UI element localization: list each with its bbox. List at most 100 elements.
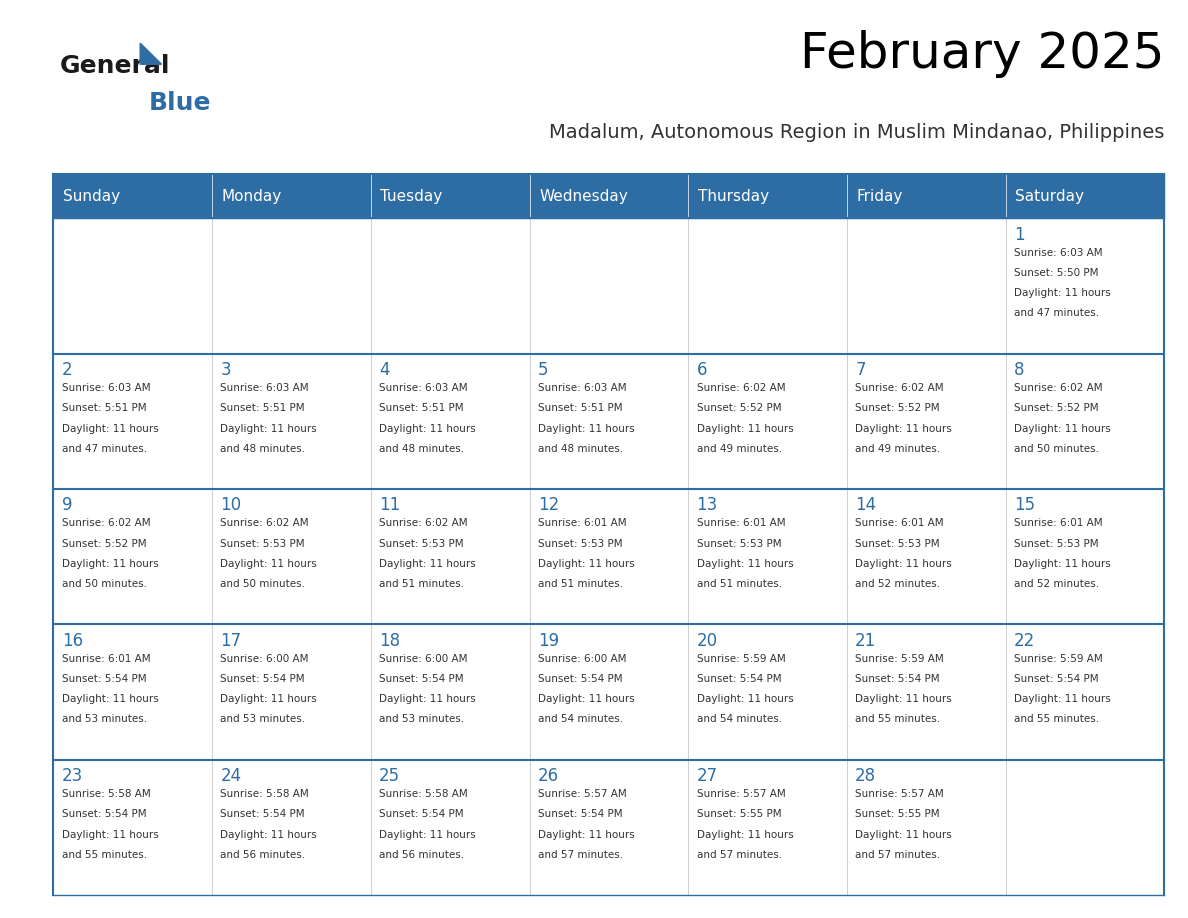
Text: 4: 4 bbox=[379, 361, 390, 379]
Text: Sunset: 5:54 PM: Sunset: 5:54 PM bbox=[855, 674, 940, 684]
Text: Sunrise: 5:57 AM: Sunrise: 5:57 AM bbox=[538, 789, 626, 799]
Text: 1: 1 bbox=[1013, 226, 1024, 244]
Text: Daylight: 11 hours: Daylight: 11 hours bbox=[855, 559, 952, 569]
Text: Daylight: 11 hours: Daylight: 11 hours bbox=[62, 694, 158, 704]
Text: 19: 19 bbox=[538, 632, 558, 650]
Text: and 57 minutes.: and 57 minutes. bbox=[696, 850, 782, 859]
FancyBboxPatch shape bbox=[688, 624, 847, 760]
Text: 23: 23 bbox=[62, 767, 83, 785]
Text: Sunrise: 6:03 AM: Sunrise: 6:03 AM bbox=[1013, 248, 1102, 258]
Text: 13: 13 bbox=[696, 497, 718, 514]
Text: Sunrise: 6:02 AM: Sunrise: 6:02 AM bbox=[696, 383, 785, 393]
FancyBboxPatch shape bbox=[530, 624, 688, 760]
Text: and 49 minutes.: and 49 minutes. bbox=[696, 443, 782, 453]
Text: Tuesday: Tuesday bbox=[380, 189, 443, 204]
Text: Sunset: 5:55 PM: Sunset: 5:55 PM bbox=[696, 810, 782, 819]
Text: Sunset: 5:54 PM: Sunset: 5:54 PM bbox=[62, 810, 146, 819]
Text: Sunset: 5:54 PM: Sunset: 5:54 PM bbox=[62, 674, 146, 684]
Text: Sunrise: 6:01 AM: Sunrise: 6:01 AM bbox=[62, 654, 151, 664]
FancyBboxPatch shape bbox=[530, 353, 688, 489]
Text: Sunrise: 6:03 AM: Sunrise: 6:03 AM bbox=[379, 383, 468, 393]
Text: and 52 minutes.: and 52 minutes. bbox=[1013, 579, 1099, 589]
Text: Sunset: 5:54 PM: Sunset: 5:54 PM bbox=[379, 674, 463, 684]
Text: and 51 minutes.: and 51 minutes. bbox=[696, 579, 782, 589]
FancyBboxPatch shape bbox=[371, 218, 530, 353]
Text: 21: 21 bbox=[855, 632, 877, 650]
FancyBboxPatch shape bbox=[213, 489, 371, 624]
Text: Sunset: 5:51 PM: Sunset: 5:51 PM bbox=[379, 403, 463, 413]
Text: 26: 26 bbox=[538, 767, 558, 785]
Text: Daylight: 11 hours: Daylight: 11 hours bbox=[379, 694, 476, 704]
Text: Daylight: 11 hours: Daylight: 11 hours bbox=[1013, 559, 1111, 569]
FancyBboxPatch shape bbox=[1005, 624, 1164, 760]
Text: Daylight: 11 hours: Daylight: 11 hours bbox=[855, 694, 952, 704]
Text: Sunrise: 6:00 AM: Sunrise: 6:00 AM bbox=[221, 654, 309, 664]
Text: Daylight: 11 hours: Daylight: 11 hours bbox=[855, 830, 952, 839]
FancyBboxPatch shape bbox=[847, 624, 1005, 760]
Text: Thursday: Thursday bbox=[697, 189, 769, 204]
FancyBboxPatch shape bbox=[530, 760, 688, 895]
Text: Daylight: 11 hours: Daylight: 11 hours bbox=[855, 423, 952, 433]
FancyBboxPatch shape bbox=[53, 174, 213, 218]
Text: Sunrise: 6:03 AM: Sunrise: 6:03 AM bbox=[221, 383, 309, 393]
Text: and 53 minutes.: and 53 minutes. bbox=[62, 714, 147, 724]
Text: Sunset: 5:54 PM: Sunset: 5:54 PM bbox=[696, 674, 782, 684]
Text: Sunset: 5:52 PM: Sunset: 5:52 PM bbox=[62, 539, 146, 549]
Text: and 55 minutes.: and 55 minutes. bbox=[62, 850, 147, 859]
FancyBboxPatch shape bbox=[53, 489, 213, 624]
Text: Sunset: 5:50 PM: Sunset: 5:50 PM bbox=[1013, 268, 1099, 278]
FancyBboxPatch shape bbox=[213, 218, 371, 353]
Text: and 51 minutes.: and 51 minutes. bbox=[379, 579, 465, 589]
Text: Sunday: Sunday bbox=[63, 189, 120, 204]
Text: Wednesday: Wednesday bbox=[539, 189, 627, 204]
Text: Sunset: 5:54 PM: Sunset: 5:54 PM bbox=[538, 674, 623, 684]
Text: Sunset: 5:53 PM: Sunset: 5:53 PM bbox=[855, 539, 940, 549]
FancyBboxPatch shape bbox=[530, 174, 688, 218]
Text: Daylight: 11 hours: Daylight: 11 hours bbox=[221, 559, 317, 569]
Text: 11: 11 bbox=[379, 497, 400, 514]
Text: and 57 minutes.: and 57 minutes. bbox=[855, 850, 941, 859]
Text: Sunset: 5:53 PM: Sunset: 5:53 PM bbox=[1013, 539, 1099, 549]
Text: Sunrise: 6:02 AM: Sunrise: 6:02 AM bbox=[1013, 383, 1102, 393]
Text: and 50 minutes.: and 50 minutes. bbox=[62, 579, 147, 589]
Text: Saturday: Saturday bbox=[1015, 189, 1085, 204]
FancyBboxPatch shape bbox=[371, 174, 530, 218]
Text: Sunset: 5:52 PM: Sunset: 5:52 PM bbox=[1013, 403, 1099, 413]
Text: Sunrise: 5:57 AM: Sunrise: 5:57 AM bbox=[855, 789, 944, 799]
Text: Daylight: 11 hours: Daylight: 11 hours bbox=[696, 423, 794, 433]
Text: 22: 22 bbox=[1013, 632, 1035, 650]
FancyBboxPatch shape bbox=[688, 489, 847, 624]
Text: 12: 12 bbox=[538, 497, 560, 514]
Text: and 53 minutes.: and 53 minutes. bbox=[221, 714, 305, 724]
Text: and 47 minutes.: and 47 minutes. bbox=[1013, 308, 1099, 319]
Text: and 54 minutes.: and 54 minutes. bbox=[538, 714, 623, 724]
Text: February 2025: February 2025 bbox=[800, 30, 1164, 78]
Text: Madalum, Autonomous Region in Muslim Mindanao, Philippines: Madalum, Autonomous Region in Muslim Min… bbox=[549, 123, 1164, 142]
Text: and 54 minutes.: and 54 minutes. bbox=[696, 714, 782, 724]
FancyBboxPatch shape bbox=[1005, 353, 1164, 489]
Text: Sunset: 5:53 PM: Sunset: 5:53 PM bbox=[221, 539, 305, 549]
FancyBboxPatch shape bbox=[371, 624, 530, 760]
Text: and 48 minutes.: and 48 minutes. bbox=[221, 443, 305, 453]
Text: Daylight: 11 hours: Daylight: 11 hours bbox=[538, 694, 634, 704]
Text: 5: 5 bbox=[538, 361, 549, 379]
Text: Daylight: 11 hours: Daylight: 11 hours bbox=[379, 423, 476, 433]
Text: and 50 minutes.: and 50 minutes. bbox=[1013, 443, 1099, 453]
Text: Sunrise: 5:59 AM: Sunrise: 5:59 AM bbox=[1013, 654, 1102, 664]
Text: and 48 minutes.: and 48 minutes. bbox=[538, 443, 623, 453]
Text: and 56 minutes.: and 56 minutes. bbox=[221, 850, 305, 859]
Text: Sunset: 5:53 PM: Sunset: 5:53 PM bbox=[696, 539, 782, 549]
Text: 24: 24 bbox=[221, 767, 241, 785]
Text: Sunrise: 6:02 AM: Sunrise: 6:02 AM bbox=[221, 519, 309, 529]
Text: Sunset: 5:53 PM: Sunset: 5:53 PM bbox=[538, 539, 623, 549]
Text: Daylight: 11 hours: Daylight: 11 hours bbox=[1013, 423, 1111, 433]
FancyBboxPatch shape bbox=[847, 218, 1005, 353]
Text: Sunrise: 6:01 AM: Sunrise: 6:01 AM bbox=[538, 519, 626, 529]
FancyBboxPatch shape bbox=[371, 760, 530, 895]
Polygon shape bbox=[140, 43, 162, 64]
FancyBboxPatch shape bbox=[53, 760, 213, 895]
Text: 14: 14 bbox=[855, 497, 877, 514]
Text: and 49 minutes.: and 49 minutes. bbox=[855, 443, 941, 453]
Text: Sunset: 5:53 PM: Sunset: 5:53 PM bbox=[379, 539, 463, 549]
Text: Sunset: 5:54 PM: Sunset: 5:54 PM bbox=[221, 810, 305, 819]
